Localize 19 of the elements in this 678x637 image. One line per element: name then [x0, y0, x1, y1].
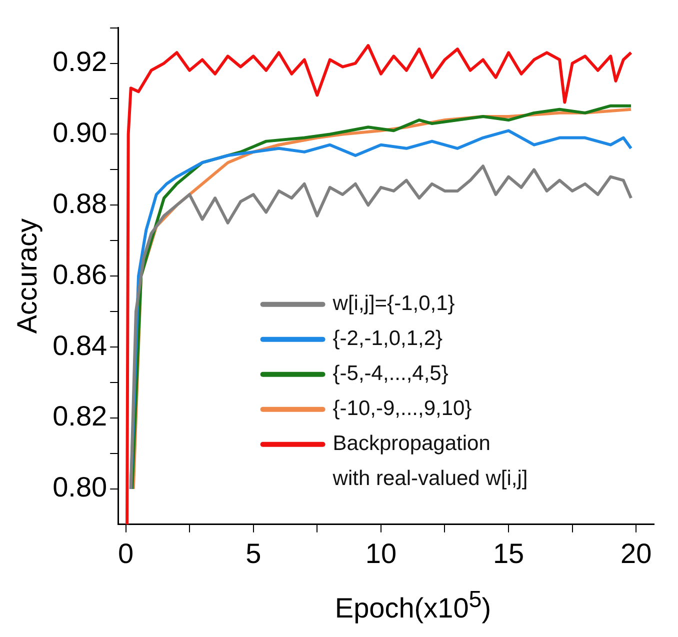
- x-tick-label: 0: [118, 538, 134, 569]
- x-tick-label: 20: [620, 538, 652, 569]
- y-tick-label: 0.84: [52, 330, 108, 361]
- y-tick-label: 0.90: [52, 116, 108, 148]
- y-tick-label: 0.80: [52, 472, 108, 503]
- x-tick-label: 5: [246, 538, 262, 569]
- legend-label: {-2,-1,0,1,2}: [332, 327, 443, 350]
- legend-label: {-5,-4,...,4,5}: [332, 362, 448, 386]
- x-tick-label: 15: [492, 538, 524, 569]
- y-axis-title: Accuracy: [12, 218, 43, 334]
- y-tick-label: 0.86: [52, 258, 108, 290]
- x-tick-label: 10: [365, 538, 397, 569]
- x-axis-title: Epoch(x10$^{5}$): [334, 586, 492, 624]
- y-tick-label: 0.88: [52, 188, 108, 219]
- legend-label: {-10,-9,...,9,10}: [332, 397, 472, 420]
- legend-label: w[i,j]={-1,0,1}: [332, 292, 455, 316]
- legend-label: Backpropagation with real-valued w[i,j]: [332, 432, 528, 490]
- y-tick-label: 0.92: [52, 46, 108, 77]
- y-tick-label: 0.82: [52, 400, 108, 432]
